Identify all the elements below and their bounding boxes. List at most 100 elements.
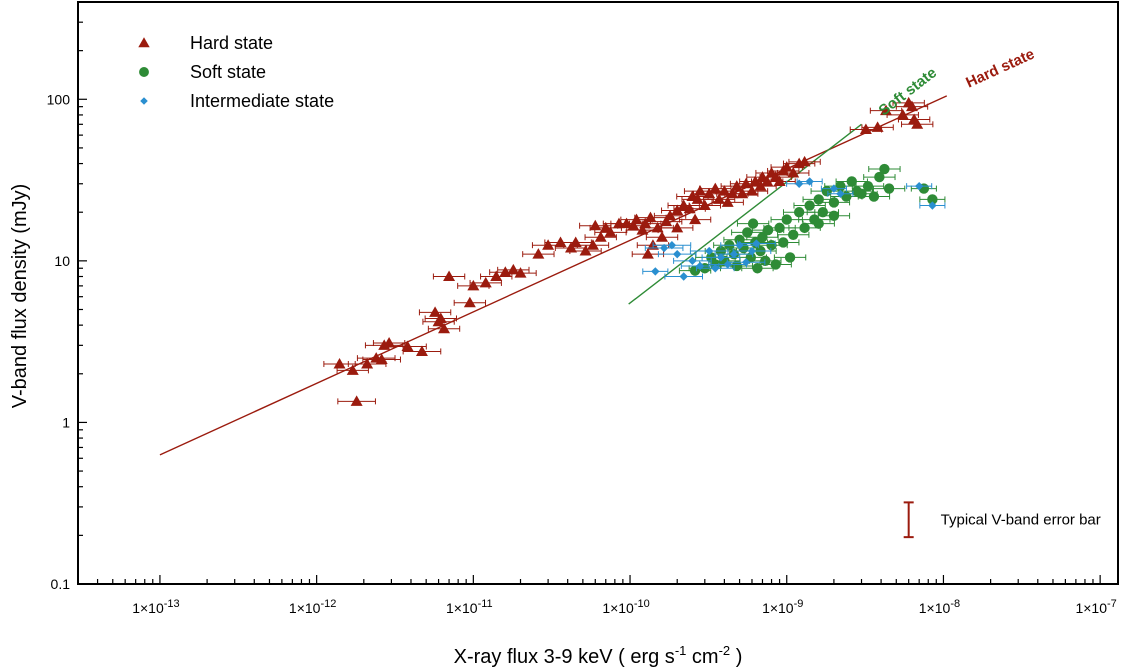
intermediate-state-point	[735, 240, 744, 250]
intermediate-state-point	[741, 258, 751, 267]
soft-state-point	[862, 180, 874, 192]
soft-state-line-label: Soft state	[876, 64, 940, 119]
hard-state-point	[542, 239, 555, 250]
hard-state-point	[565, 242, 578, 253]
hard-state-point	[749, 175, 762, 186]
y-tick-label: 100	[47, 91, 71, 107]
intermediate-state-point	[716, 253, 726, 262]
hard-state-point	[333, 357, 346, 369]
intermediate-state-point	[729, 249, 739, 259]
hard-state-point	[507, 263, 520, 275]
hard-state-point	[691, 193, 704, 204]
legend-hard-marker	[138, 37, 150, 48]
hard-state-point	[630, 213, 643, 225]
soft-state-point	[745, 252, 757, 263]
hard-state-point	[586, 239, 599, 250]
hard-state-point	[745, 185, 758, 196]
hard-state-point	[589, 219, 602, 231]
hard-state-point	[350, 395, 363, 406]
hard-state-point	[718, 185, 731, 196]
hard-state-point	[730, 180, 743, 191]
intermediate-state-point	[829, 184, 839, 193]
soft-state-point	[793, 207, 805, 218]
intermediate-state-point	[752, 239, 761, 248]
soft-state-point	[757, 232, 768, 243]
hard-state-point	[361, 357, 374, 369]
hard-state-point	[594, 231, 607, 242]
hard-state-point	[664, 209, 677, 221]
x-tick-label: 1×10-7	[1075, 598, 1116, 616]
y-tick-label: 1	[62, 414, 70, 430]
intermediate-state-point	[688, 256, 697, 266]
hard-state-point	[532, 248, 545, 259]
legend-soft-label: Soft state	[190, 62, 266, 82]
hard-state-point	[859, 123, 872, 135]
hard-state-point	[773, 175, 786, 186]
hard-state-point	[798, 155, 811, 167]
hard-state-point	[346, 364, 359, 375]
intermediate-state-point	[659, 243, 669, 253]
soft-state-point	[788, 229, 799, 240]
soft-state-point	[817, 207, 829, 218]
y-axis-label: V-band flux density (mJy)	[9, 184, 31, 409]
hard-state-point	[415, 345, 428, 356]
x-tick-label: 1×10-13	[132, 598, 179, 616]
soft-state-point	[762, 224, 774, 236]
intermediate-state-point	[704, 246, 714, 256]
hard-state-point	[713, 193, 726, 204]
hard-state-point	[736, 187, 749, 199]
legend-intermediate-label: Intermediate state	[190, 91, 334, 111]
x-tick-label: 1×10-10	[602, 598, 649, 616]
hard-state-point	[490, 270, 503, 282]
x-tick-label: 1×10-11	[446, 598, 493, 616]
hard-state-point	[467, 279, 480, 291]
hard-state-point	[871, 121, 884, 132]
soft-state-point	[742, 227, 753, 238]
soft-state-point	[747, 218, 759, 229]
hard-state-point	[896, 108, 909, 120]
hard-state-point	[660, 215, 673, 227]
typical-error-bar-label: Typical V-band error bar	[941, 512, 1101, 529]
hard-state-point	[780, 161, 793, 172]
hard-state-point	[569, 236, 582, 247]
intermediate-state-point	[711, 264, 720, 273]
hard-state-point	[787, 166, 800, 178]
y-tick-label: 0.1	[51, 576, 71, 592]
intermediate-state-point	[794, 179, 804, 188]
hard-state-point	[698, 199, 711, 211]
hard-state-point	[514, 267, 527, 278]
intermediate-state-point	[679, 272, 688, 281]
hard-state-point	[463, 296, 476, 308]
hard-state-point	[911, 118, 924, 129]
soft-state-point	[846, 176, 857, 187]
hard-state-point	[443, 270, 456, 282]
hard-state-point	[604, 226, 617, 237]
hard-state-point	[383, 337, 396, 348]
hard-state-point	[656, 231, 669, 242]
hard-state-line-label: Hard state	[963, 46, 1037, 92]
hard-state-point	[651, 221, 664, 233]
soft-state-point	[774, 222, 785, 234]
soft-state-point	[868, 191, 880, 202]
intermediate-state-point	[651, 267, 660, 276]
hard-state-point	[671, 221, 684, 233]
hard-state-point	[726, 187, 739, 199]
hard-state-fit-line	[159, 95, 948, 456]
hard-state-point	[671, 204, 684, 215]
intermediate-state-point	[914, 181, 924, 191]
soft-state-point	[770, 259, 781, 270]
soft-state-point	[778, 237, 789, 248]
hard-state-point	[905, 100, 918, 112]
soft-state-point	[874, 171, 885, 183]
legend-soft-marker	[139, 67, 149, 77]
soft-state-point	[813, 218, 824, 229]
hard-state-point	[709, 182, 722, 194]
y-tick-label: 10	[54, 253, 70, 269]
hard-state-point	[880, 104, 893, 116]
x-tick-label: 1×10-8	[919, 598, 960, 616]
hard-state-point	[754, 180, 767, 191]
legend-intermediate-marker	[140, 97, 148, 105]
x-tick-label: 1×10-9	[762, 598, 803, 616]
hard-state-point	[438, 322, 451, 334]
hard-state-point	[721, 196, 734, 207]
